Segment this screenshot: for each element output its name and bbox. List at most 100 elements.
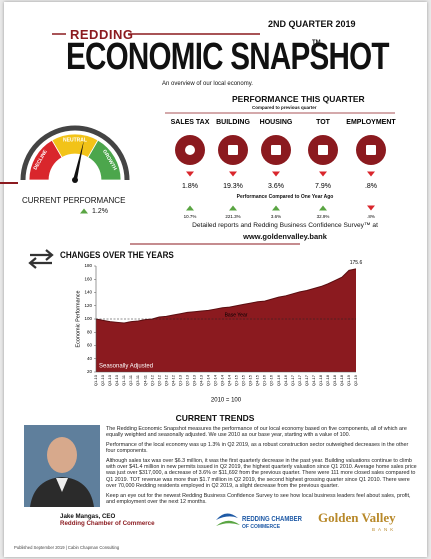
- reports-url[interactable]: www.goldenvalley.bank: [243, 232, 327, 241]
- indicator-quarter: 19.3%: [223, 183, 243, 190]
- year-arrow: [272, 206, 280, 211]
- page: DECLINENEUTRALGROWTHSALES TAX1.8%10.7%BU…: [0, 0, 431, 559]
- note: Seasonally Adjusted: [99, 364, 153, 370]
- y-tick-label: 140: [84, 290, 92, 295]
- x-tick-label: Q1-13: [177, 374, 182, 386]
- x-tick-label: Q2-14: [213, 374, 218, 386]
- indicator-glyph: [228, 145, 238, 155]
- published: Published September 2019 | Cabin Chapman…: [14, 545, 119, 550]
- x-tick-label: Q2-15: [241, 374, 246, 386]
- indicator-quarter: .8%: [365, 183, 377, 190]
- indicator-year: 10.7%: [184, 214, 197, 219]
- x-tick-label: Q2-13: [184, 374, 189, 386]
- logo-chamber-sub: OF COMMERCE: [242, 524, 280, 530]
- x-tick-label: Q4-11: [142, 374, 147, 386]
- indicator-quarter: 3.6%: [268, 183, 284, 190]
- photo-face: [47, 437, 77, 473]
- indicator-year: 32.9%: [317, 214, 330, 219]
- x-tick-label: Q4-15: [255, 374, 260, 386]
- chamber-logo: [216, 513, 240, 526]
- indicator-name: BUILDING: [216, 119, 250, 126]
- logo-bank: Golden Valley: [318, 510, 396, 526]
- trend-paragraph: The Redding Economic Snapshot measures t…: [106, 426, 418, 439]
- x-tick-label: Q1-19: [346, 374, 351, 386]
- y-tick-label: 60: [87, 343, 93, 348]
- logo-swoosh: [216, 521, 240, 526]
- x-tick-label: Q2-10: [100, 374, 105, 386]
- gauge-caption: CURRENT PERFORMANCE: [22, 196, 125, 205]
- indicator-glyph: [318, 145, 328, 155]
- value-label: 175.6: [350, 260, 363, 266]
- indicator-year: 221.3%: [225, 214, 240, 219]
- x-tick-label: Q4-10: [114, 374, 119, 386]
- performance-subtitle: Compared to previous quarter: [252, 105, 317, 110]
- quarter-arrow: [272, 172, 280, 177]
- y-tick-label: 160: [84, 276, 92, 281]
- x-tick-label: Q2-11: [128, 374, 133, 386]
- gauge-value: 1.2%: [92, 208, 108, 215]
- y-tick-label: 20: [87, 369, 93, 374]
- logo-bank-sub: BANK: [372, 527, 396, 532]
- y-axis-label: Economic Performance: [75, 290, 81, 347]
- indicator-glyph: [185, 145, 195, 155]
- trends-title: CURRENT TRENDS: [176, 413, 255, 423]
- indicator-name: EMPLOYMENT: [346, 119, 396, 126]
- x-tick-label: Q4-16: [283, 374, 288, 386]
- cycle-arrow: [30, 250, 52, 260]
- header-title: ECONOMIC SNAPSHOT: [66, 36, 389, 79]
- trends-text: The Redding Economic Snapshot measures t…: [106, 426, 418, 508]
- y-tick-label: 80: [87, 329, 93, 334]
- year-arrow: [186, 206, 194, 211]
- author: Jake Mangas, CEO: [60, 513, 115, 520]
- header-quarter: 2ND QUARTER 2019: [268, 19, 356, 29]
- area: [96, 269, 356, 372]
- cycle-arrow: [30, 258, 52, 268]
- trend-paragraph: Performance of the local economy was up …: [106, 442, 418, 455]
- chart-title: CHANGES OVER THE YEARS: [60, 250, 174, 261]
- x-tick-label: Q1-16: [262, 374, 267, 386]
- header-trademark: TM: [312, 40, 321, 46]
- x-axis-label: 2010 = 100: [211, 398, 242, 404]
- header-subtitle: An overview of our local economy.: [162, 81, 253, 87]
- x-tick-label: Q1-10: [93, 374, 98, 386]
- indicator-name: SALES TAX: [171, 119, 210, 126]
- year-arrow: [319, 206, 327, 211]
- x-tick-label: Q3-17: [304, 374, 309, 386]
- x-tick-label: Q1-17: [290, 374, 295, 386]
- x-tick-label: Q2-17: [297, 374, 302, 386]
- y-tick-label: 180: [84, 263, 92, 268]
- year-arrow: [229, 206, 237, 211]
- x-tick-label: Q3-14: [220, 374, 225, 386]
- x-tick-label: Q4-13: [198, 374, 203, 386]
- x-tick-label: Q1-11: [121, 374, 126, 386]
- x-tick-label: Q3-11: [135, 374, 140, 386]
- year-caption: Performance Compared to One Year Ago: [237, 194, 334, 200]
- y-tick-label: 120: [84, 303, 92, 308]
- x-tick-label: Q3-18: [332, 374, 337, 386]
- x-tick-label: Q1-15: [234, 374, 239, 386]
- quarter-arrow: [319, 172, 327, 177]
- x-tick-label: Q2-18: [325, 374, 330, 386]
- indicator-glyph: [271, 145, 281, 155]
- reports-text: Detailed reports and Redding Business Co…: [192, 222, 378, 229]
- trend-paragraph: Keep an eye out for the newest Redding B…: [106, 493, 418, 506]
- y-tick-label: 40: [87, 356, 93, 361]
- y-tick-label: 100: [84, 316, 92, 321]
- gauge-arrow: [80, 209, 88, 214]
- quarter-arrow: [229, 172, 237, 177]
- indicator-quarter: 1.8%: [182, 183, 198, 190]
- x-tick-label: Q3-12: [163, 374, 168, 386]
- logo-swoosh: [216, 513, 238, 520]
- year-arrow: [367, 206, 375, 211]
- x-tick-label: Q3-10: [107, 374, 112, 386]
- trend-paragraph: Although sales tax was over $6.3 million…: [106, 458, 418, 490]
- indicator-glyph: [366, 145, 376, 155]
- x-tick-label: Q4-17: [311, 374, 316, 386]
- x-tick-label: Q4-12: [170, 374, 175, 386]
- x-tick-label: Q1-18: [318, 374, 323, 386]
- indicator-quarter: 7.9%: [315, 183, 331, 190]
- x-tick-label: Q2-12: [156, 374, 161, 386]
- x-tick-label: Q3-15: [248, 374, 253, 386]
- quarter-arrow: [186, 172, 194, 177]
- performance-title: PERFORMANCE THIS QUARTER: [232, 94, 365, 104]
